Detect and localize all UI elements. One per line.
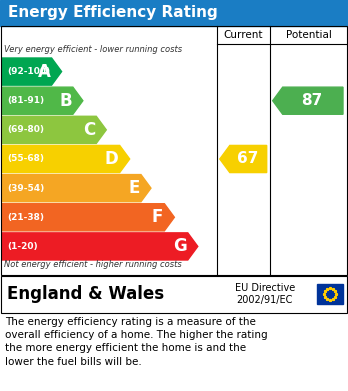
Text: 67: 67 xyxy=(237,151,258,167)
Text: Current: Current xyxy=(223,30,263,40)
Text: (81-91): (81-91) xyxy=(7,96,44,105)
Text: EU Directive
2002/91/EC: EU Directive 2002/91/EC xyxy=(235,283,295,305)
Bar xyxy=(1,276,347,312)
Bar xyxy=(0,275,348,313)
Text: E: E xyxy=(129,179,140,197)
Text: A: A xyxy=(38,63,50,81)
Text: (92-100): (92-100) xyxy=(7,67,50,76)
Polygon shape xyxy=(220,145,267,172)
Bar xyxy=(317,284,343,304)
Text: 87: 87 xyxy=(301,93,323,108)
Text: Very energy efficient - lower running costs: Very energy efficient - lower running co… xyxy=(4,45,182,54)
Text: (39-54): (39-54) xyxy=(7,184,44,193)
Text: (21-38): (21-38) xyxy=(7,213,44,222)
Bar xyxy=(0,0,348,26)
Polygon shape xyxy=(273,87,343,114)
Text: The energy efficiency rating is a measure of the
overall efficiency of a home. T: The energy efficiency rating is a measur… xyxy=(5,317,268,367)
Text: England & Wales: England & Wales xyxy=(7,285,164,303)
Polygon shape xyxy=(2,87,83,114)
Text: (55-68): (55-68) xyxy=(7,154,44,163)
Text: (69-80): (69-80) xyxy=(7,126,44,135)
Text: C: C xyxy=(83,121,95,139)
Text: B: B xyxy=(59,92,72,110)
Polygon shape xyxy=(2,58,62,85)
Text: Energy Efficiency Rating: Energy Efficiency Rating xyxy=(8,5,218,20)
Text: F: F xyxy=(152,208,163,226)
Polygon shape xyxy=(2,145,130,172)
Text: Not energy efficient - higher running costs: Not energy efficient - higher running co… xyxy=(4,260,182,269)
Bar xyxy=(1,26,347,275)
Text: D: D xyxy=(105,150,119,168)
Polygon shape xyxy=(2,204,174,231)
Text: G: G xyxy=(173,237,187,255)
Polygon shape xyxy=(2,116,106,143)
Polygon shape xyxy=(2,174,151,202)
Text: (1-20): (1-20) xyxy=(7,242,38,251)
Text: Potential: Potential xyxy=(286,30,332,40)
Polygon shape xyxy=(2,233,198,260)
